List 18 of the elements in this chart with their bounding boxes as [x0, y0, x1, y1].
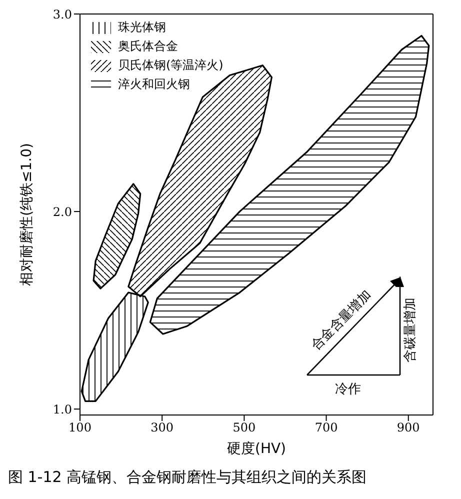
y-tick-label: 3.0 [52, 7, 72, 22]
y-axis-title: 相对耐磨性(纯铁≤1.0) [18, 143, 35, 286]
legend-label: 贝氏体钢(等温淬火) [118, 57, 224, 74]
x-tick-label: 500 [232, 420, 256, 435]
legend-label: 珠光体钢 [118, 19, 166, 36]
legend-label: 淬火和回火钢 [118, 76, 190, 93]
annotation: 冷作 [335, 382, 361, 397]
x-tick-label: 300 [150, 420, 174, 435]
annotation: 合金含量增加 [308, 288, 374, 354]
x-tick-label: 900 [396, 420, 420, 435]
legend-label: 奥氏体合金 [118, 38, 178, 55]
x-tick-label: 700 [314, 420, 338, 435]
x-tick-label: 100 [68, 420, 92, 435]
annotation: 含碳量增加 [403, 298, 418, 362]
text: 图 1-12 高锰钢、合金钢耐磨性与其组织之间的关系图 [8, 468, 368, 487]
y-tick-label: 2.0 [52, 204, 72, 219]
x-axis-title: 硬度(HV) [226, 441, 286, 457]
y-tick-label: 1.0 [52, 402, 72, 416]
